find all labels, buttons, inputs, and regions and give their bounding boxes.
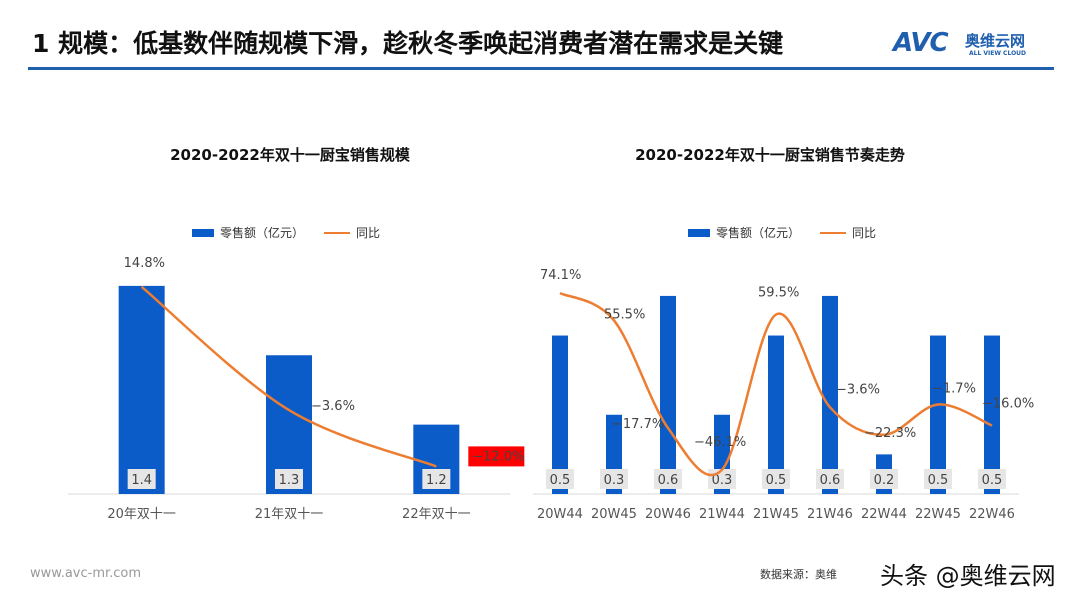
bar-value-label: 0.6 [658, 473, 679, 488]
legend-bar-swatch [192, 228, 214, 237]
x-tick-label: 21W44 [699, 507, 745, 522]
yoy-line [140, 285, 437, 468]
x-tick-label: 22W46 [969, 507, 1015, 522]
bar-value-label: 0.5 [550, 473, 571, 488]
x-tick-label: 21W46 [807, 507, 853, 522]
x-tick-label: 20W44 [537, 507, 583, 522]
legend-line-swatch [324, 231, 351, 234]
yoy-label: 55.5% [604, 307, 645, 322]
bar-value-label: 0.3 [604, 473, 625, 488]
bar-label-bg [654, 469, 682, 489]
right-legend: 零售额（亿元） 同比 [688, 224, 876, 241]
x-tick-label: 21年双十一 [255, 507, 324, 522]
yoy-label: −22.3% [864, 426, 916, 441]
yoy-label: −1.7% [932, 381, 976, 396]
yoy-label: 59.5% [758, 286, 799, 301]
bar [984, 335, 1000, 494]
x-tick-label: 22W44 [861, 507, 907, 522]
bar-value-label: 0.2 [874, 473, 895, 488]
left-chart-title: 2020-2022年双十一厨宝销售规模 [170, 146, 410, 164]
bar-label-bg [546, 469, 574, 489]
bar-label-bg [127, 469, 156, 489]
bar [660, 295, 676, 494]
bar [118, 285, 165, 494]
bar-label-bg [422, 469, 451, 489]
x-tick-label: 20W46 [645, 507, 691, 522]
yoy-label: −3.6% [836, 382, 880, 397]
bar-value-label: 0.5 [766, 473, 787, 488]
legend-bar-swatch [688, 228, 710, 237]
bar-label-bg [870, 469, 898, 489]
legend-bar-label: 零售额（亿元） [220, 226, 305, 240]
yoy-label: 14.8% [124, 256, 165, 271]
website-url: www.avc-mr.com [30, 566, 142, 581]
bar-label-bg [978, 469, 1006, 489]
bar-value-label: 0.3 [712, 473, 733, 488]
bar-label-bg [762, 469, 790, 489]
bar-label-bg [275, 469, 303, 489]
bar-label-bg [924, 469, 952, 489]
bar [822, 295, 838, 494]
bar [552, 335, 568, 494]
legend-line-label: 同比 [852, 226, 877, 240]
legend-line-swatch [820, 231, 847, 234]
x-tick-label: 22W45 [915, 507, 961, 522]
yoy-label: −16.0% [982, 397, 1034, 412]
x-tick-label: 22年双十一 [402, 507, 471, 522]
bar-value-label: 0.5 [982, 473, 1003, 488]
bar-label-bg [600, 469, 628, 489]
bar-value-label: 0.6 [820, 473, 841, 488]
yoy-label: 74.1% [540, 268, 581, 283]
bar-value-label: 0.5 [928, 473, 949, 488]
avc-logo: AVC 奥维云网 ALL VIEW CLOUD [893, 28, 1027, 58]
legend-bar-label: 零售额（亿元） [716, 226, 801, 240]
yoy-label: −46.1% [694, 435, 746, 450]
yoy-label: −12.0% [472, 449, 524, 464]
legend-line-label: 同比 [356, 226, 381, 240]
right-chart-title: 2020-2022年双十一厨宝销售节奏走势 [635, 146, 905, 164]
bar [768, 335, 784, 494]
page-title: 1 规模：低基数伴随规模下滑，趁秋冬季唤起消费者潜在需求是关键 [32, 29, 784, 58]
yoy-line [559, 291, 993, 477]
data-source: 数据来源：奥维 [760, 568, 837, 581]
x-tick-label: 21W45 [753, 507, 799, 522]
x-tick-label: 20W45 [591, 507, 637, 522]
left-legend: 零售额（亿元） 同比 [192, 224, 380, 241]
bar-label-bg [816, 469, 844, 489]
bar-value-label: 1.4 [131, 473, 152, 488]
highlight-box [468, 446, 525, 467]
x-tick-label: 20年双十一 [107, 507, 176, 522]
title-divider [28, 67, 1054, 70]
bar-value-label: 1.2 [426, 473, 447, 488]
yoy-label: −3.6% [311, 399, 355, 414]
bar [930, 335, 946, 494]
watermark: 头条 @奥维云网 [880, 562, 1056, 590]
yoy-label: −17.7% [612, 417, 664, 432]
bar-value-label: 1.3 [279, 473, 300, 488]
